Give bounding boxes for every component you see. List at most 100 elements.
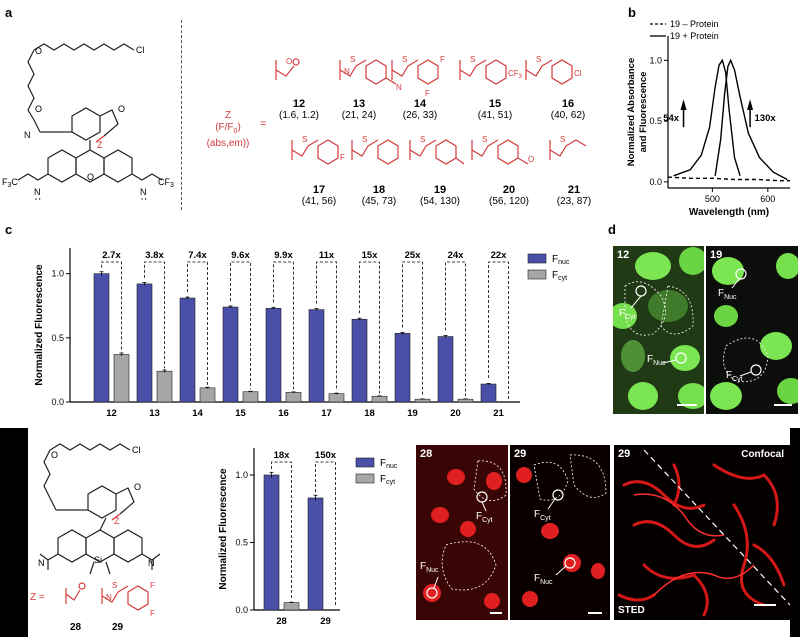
- sub-15-s: S: [470, 55, 475, 64]
- y-tick-label: 1.0: [649, 55, 662, 65]
- bar-F_nuc-18: [351, 318, 368, 403]
- nh-h-left: H: [35, 197, 41, 200]
- bar-F_cyt-17: [328, 393, 345, 403]
- compound-29-label: 29: [112, 622, 124, 633]
- sub-12-o: O: [286, 57, 292, 66]
- compound-16: 16 (40, 62): [550, 98, 586, 121]
- ratio-bracket-17: [316, 261, 337, 391]
- sub-17-f: F: [340, 153, 345, 162]
- x-tick-label-21: 21: [493, 408, 504, 416]
- o-label-b2: O: [134, 482, 141, 492]
- ratio-bracket-20: [445, 261, 466, 397]
- compound-20: 20 (56, 120): [488, 184, 530, 207]
- ratio-bracket-21: [488, 261, 509, 399]
- sub-29-s: S: [112, 581, 117, 590]
- legend-label-0: 19 – Protein: [670, 19, 719, 29]
- z-label: Z: [97, 140, 103, 150]
- image-tag-29: 29: [514, 448, 527, 460]
- z-def-line2: (F/F0): [215, 122, 241, 135]
- y-tick-label: 0.5: [51, 333, 64, 343]
- x-axis-title: Wavelength (nm): [689, 207, 769, 218]
- sub-13-cn: N: [396, 83, 402, 92]
- image-panel-12: 12 FCyt FNuc: [613, 246, 704, 414]
- nh-label-right: N: [140, 187, 147, 197]
- panel-label-c: c: [5, 222, 13, 237]
- black-bar-right: [790, 428, 800, 637]
- y-tick-label: 0.5: [235, 538, 248, 548]
- bar-F_cyt-14: [199, 387, 216, 403]
- sub-18-s: S: [362, 135, 367, 144]
- bar-F_cyt-20: [457, 398, 474, 403]
- black-bar-left: [0, 428, 28, 637]
- cl-label-bottom: Cl: [132, 445, 141, 455]
- bar-F_cyt-13: [156, 370, 173, 403]
- cf3-right: CF3: [158, 177, 174, 189]
- cells-28: [423, 460, 507, 614]
- cf3-left: F3C: [2, 177, 18, 189]
- sub-16-s: S: [536, 55, 541, 64]
- fcyt-label-19: FCyt: [726, 370, 743, 383]
- cells-12: [613, 247, 704, 410]
- ratio-label-17: 11x: [319, 250, 335, 261]
- ratio-bracket-13: [144, 261, 165, 369]
- y-axis-title-line1: Normalized Absorbance: [626, 58, 637, 166]
- bar-F_cyt-18: [371, 395, 388, 403]
- x-tick-label-12: 12: [106, 408, 117, 416]
- legend-label-F_cyt: Fcyt: [552, 270, 567, 282]
- legend-swatch-F_cyt: [355, 473, 375, 484]
- y-tick-label: 0.0: [51, 397, 64, 407]
- compound-19: 19 (54, 130): [419, 184, 461, 207]
- compound-14: 14 (26, 33): [402, 98, 438, 121]
- ratio-label-29: 150x: [315, 450, 337, 461]
- x-tick-label-20: 20: [450, 408, 461, 416]
- legend-label-F_nuc: Fnuc: [380, 458, 398, 470]
- sub-29-f1: F: [150, 581, 155, 590]
- bar-F_nuc-20: [437, 336, 454, 403]
- y-axis-title: Normalized Fluorescence: [218, 468, 229, 590]
- si-rhodamine-structure: Cl O O Z Si N N Z = S N F F 28 29: [30, 443, 161, 633]
- image-panel-29-sted: 29 Confocal STED: [614, 445, 790, 620]
- sted-label: STED: [618, 605, 645, 616]
- image-tag-28: 28: [420, 448, 433, 460]
- y-tick-label: 1.0: [235, 470, 248, 480]
- compound-17: 17 (41, 56): [301, 184, 337, 207]
- o-label-b1: O: [51, 450, 58, 460]
- compound-18: 18 (45, 73): [361, 184, 397, 207]
- image-tag-12: 12: [617, 249, 630, 261]
- ratio-bracket-29: [315, 461, 336, 607]
- z-equals: =: [260, 118, 267, 130]
- fnuc-label-28: FNuc: [420, 561, 439, 574]
- cells-19: [710, 253, 798, 410]
- ratio-bracket-18: [359, 261, 380, 394]
- bar-F_cyt-16: [285, 392, 302, 403]
- o-label-2: O: [35, 104, 42, 114]
- sub-14-s: S: [402, 55, 407, 64]
- x-tick-label-28: 28: [276, 616, 287, 627]
- compound-13: 13 (21, 24): [341, 98, 377, 121]
- ratio-label-19: 25x: [405, 250, 422, 261]
- o-label-3: O: [118, 104, 125, 114]
- cl-label: Cl: [136, 45, 145, 55]
- fcyt-label-12: FCyt: [619, 308, 636, 321]
- bar-F_nuc-13: [136, 283, 153, 403]
- image-tag-29-sted: 29: [618, 448, 631, 460]
- arrow-left-head: [680, 99, 687, 110]
- ratio-bracket-12: [101, 261, 122, 352]
- bar-F_nuc-19: [394, 333, 411, 403]
- series-line-0: [667, 176, 790, 182]
- y-tick-label: 1.0: [51, 269, 64, 279]
- legend-label-1: 19 + Protein: [670, 31, 719, 41]
- y-tick-label: 0.0: [649, 177, 662, 187]
- panel-label-b: b: [628, 5, 636, 20]
- fnuc-label-12: FNuc: [647, 354, 666, 367]
- x-tick-label-18: 18: [364, 408, 375, 416]
- ratio-bracket-16: [273, 261, 294, 390]
- x-tick-label-14: 14: [192, 408, 203, 416]
- bar-F_nuc-29: [307, 497, 324, 611]
- ratio-label-15: 9.6x: [231, 250, 250, 261]
- compound-28-label: 28: [70, 622, 82, 633]
- sub-20-s: S: [482, 135, 487, 144]
- ratio-bracket-14: [187, 261, 208, 385]
- sub-29-n: N: [106, 593, 112, 602]
- z-equals-bottom: Z =: [30, 592, 45, 603]
